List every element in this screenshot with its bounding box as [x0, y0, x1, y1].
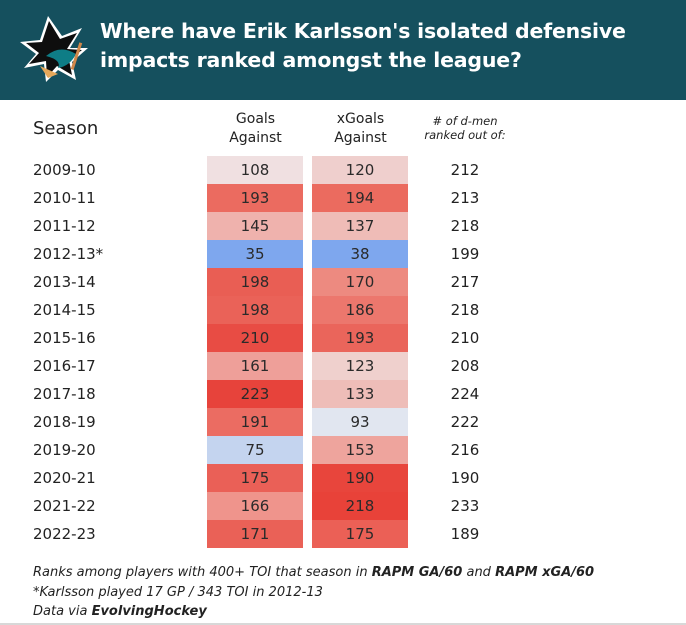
xgoals-against-rank-cell: 190	[312, 464, 408, 492]
season-label: 2012-13*	[33, 245, 104, 263]
dmen-count-header-line2: ranked out of:	[424, 128, 506, 142]
xgoals-against-rank-cell: 218	[312, 492, 408, 520]
dmen-count-cell: 217	[450, 273, 480, 291]
data-source: EvolvingHockey	[91, 604, 207, 619]
season-label: 2021-22	[33, 497, 96, 515]
table-row: 2022-23 171 175 189	[0, 520, 686, 548]
dmen-count-cell: 213	[450, 189, 480, 207]
season-label: 2016-17	[33, 357, 96, 375]
season-label: 2017-18	[33, 385, 96, 403]
table-row: 2019-20 75 153 216	[0, 436, 686, 464]
table-row: 2017-18 223 133 224	[0, 380, 686, 408]
table-row: 2010-11 193 194 213	[0, 184, 686, 212]
table-row: 2012-13* 35 38 199	[0, 240, 686, 268]
table-row: 2021-22 166 218 233	[0, 492, 686, 520]
table-row: 2018-19 191 93 222	[0, 408, 686, 436]
dmen-count-cell: 218	[450, 217, 480, 235]
dmen-count-cell: 216	[450, 441, 480, 459]
footnote-text: and	[462, 565, 496, 580]
ranking-table: 2009-10 108 120 212 2010-11 193 194 213 2011-12 1…	[0, 156, 686, 548]
season-label: 2013-14	[33, 273, 96, 291]
season-label: 2010-11	[33, 189, 96, 207]
goals-against-rank-cell: 175	[207, 464, 303, 492]
season-label: 2022-23	[33, 525, 96, 543]
dmen-count-cell: 210	[450, 329, 480, 347]
table-row: 2014-15 198 186 218	[0, 296, 686, 324]
goals-against-rank-cell: 75	[207, 436, 303, 464]
xgoals-against-rank-cell: 123	[312, 352, 408, 380]
footnotes: Ranks among players with 400+ TOI that s…	[33, 563, 673, 622]
goals-against-rank-cell: 210	[207, 324, 303, 352]
goals-against-rank-cell: 223	[207, 380, 303, 408]
goals-against-rank-cell: 108	[207, 156, 303, 184]
bottom-divider	[0, 623, 686, 625]
dmen-count-column-header: # of d-men ranked out of:	[415, 114, 515, 142]
footnote-source: Data via EvolvingHockey	[33, 602, 673, 622]
dmen-count-cell: 224	[450, 385, 480, 403]
goals-against-header-line2: Against	[229, 130, 282, 146]
sharks-logo-icon	[20, 16, 88, 82]
table-row: 2015-16 210 193 210	[0, 324, 686, 352]
dmen-count-cell: 218	[450, 301, 480, 319]
xgoals-against-rank-cell: 194	[312, 184, 408, 212]
footnote-text: Data via	[33, 604, 92, 619]
goals-against-rank-cell: 191	[207, 408, 303, 436]
xgoals-against-rank-cell: 38	[312, 240, 408, 268]
dmen-count-cell: 222	[450, 413, 480, 431]
table-row: 2016-17 161 123 208	[0, 352, 686, 380]
season-label: 2011-12	[33, 217, 96, 235]
table-row: 2013-14 198 170 217	[0, 268, 686, 296]
dmen-count-header-line1: # of d-men	[432, 114, 498, 128]
chart-title: Where have Erik Karlsson's isolated defe…	[100, 19, 626, 72]
goals-against-rank-cell: 198	[207, 268, 303, 296]
goals-against-rank-cell: 166	[207, 492, 303, 520]
xgoals-against-rank-cell: 120	[312, 156, 408, 184]
goals-against-rank-cell: 193	[207, 184, 303, 212]
xgoals-against-column-header: xGoals Against	[312, 110, 409, 148]
footnote-ranks: Ranks among players with 400+ TOI that s…	[33, 563, 673, 583]
goals-against-rank-cell: 198	[207, 296, 303, 324]
header-banner: Where have Erik Karlsson's isolated defe…	[0, 0, 686, 100]
table-row: 2020-21 175 190 190	[0, 464, 686, 492]
season-label: 2015-16	[33, 329, 96, 347]
season-label: 2018-19	[33, 413, 96, 431]
dmen-count-cell: 189	[450, 525, 480, 543]
xgoals-against-rank-cell: 137	[312, 212, 408, 240]
xgoals-against-rank-cell: 93	[312, 408, 408, 436]
xgoals-against-rank-cell: 186	[312, 296, 408, 324]
footnote-metric-xga: RAPM xGA/60	[495, 565, 595, 580]
footnote-metric-ga: RAPM GA/60	[371, 565, 463, 580]
xgoals-against-rank-cell: 133	[312, 380, 408, 408]
season-label: 2019-20	[33, 441, 96, 459]
season-label: 2020-21	[33, 469, 96, 487]
table-row: 2009-10 108 120 212	[0, 156, 686, 184]
goals-against-rank-cell: 35	[207, 240, 303, 268]
dmen-count-cell: 212	[450, 161, 480, 179]
season-label: 2014-15	[33, 301, 96, 319]
goals-against-rank-cell: 161	[207, 352, 303, 380]
season-column-header: Season	[33, 118, 99, 139]
table-row: 2011-12 145 137 218	[0, 212, 686, 240]
footnote-text: Ranks among players with 400+ TOI that s…	[33, 565, 372, 580]
xgoals-against-rank-cell: 175	[312, 520, 408, 548]
dmen-count-cell: 233	[450, 497, 480, 515]
xgoals-against-header-line1: xGoals	[336, 111, 385, 127]
goals-against-column-header: Goals Against	[207, 110, 304, 148]
season-label: 2009-10	[33, 161, 96, 179]
xgoals-against-rank-cell: 193	[312, 324, 408, 352]
dmen-count-cell: 208	[450, 357, 480, 375]
xgoals-against-rank-cell: 153	[312, 436, 408, 464]
goals-against-header-line1: Goals	[235, 111, 276, 127]
dmen-count-cell: 190	[450, 469, 480, 487]
footnote-asterisk: *Karlsson played 17 GP / 343 TOI in 2012…	[33, 584, 323, 600]
xgoals-against-header-line2: Against	[334, 130, 387, 146]
goals-against-rank-cell: 145	[207, 212, 303, 240]
goals-against-rank-cell: 171	[207, 520, 303, 548]
dmen-count-cell: 199	[450, 245, 480, 263]
xgoals-against-rank-cell: 170	[312, 268, 408, 296]
